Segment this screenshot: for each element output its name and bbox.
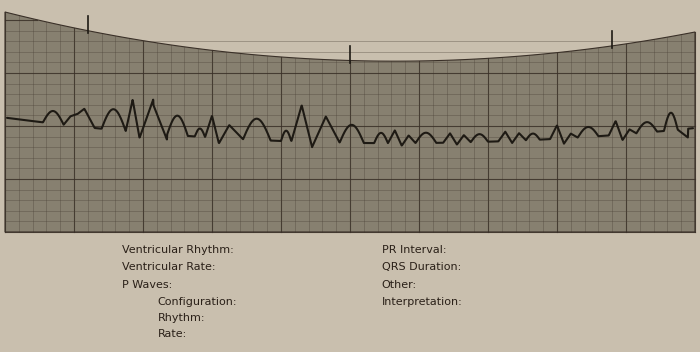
Text: Rate:: Rate: [158, 329, 187, 339]
Text: Rhythm:: Rhythm: [158, 313, 205, 323]
Polygon shape [5, 12, 695, 232]
Text: Interpretation:: Interpretation: [382, 297, 462, 307]
Text: Ventricular Rate:: Ventricular Rate: [122, 262, 216, 272]
Text: PR Interval:: PR Interval: [382, 245, 446, 254]
Text: Ventricular Rhythm:: Ventricular Rhythm: [122, 245, 234, 254]
Text: P Waves:: P Waves: [122, 280, 173, 290]
Text: QRS Duration:: QRS Duration: [382, 262, 461, 272]
Text: Other:: Other: [382, 280, 416, 290]
Text: Configuration:: Configuration: [158, 297, 237, 307]
